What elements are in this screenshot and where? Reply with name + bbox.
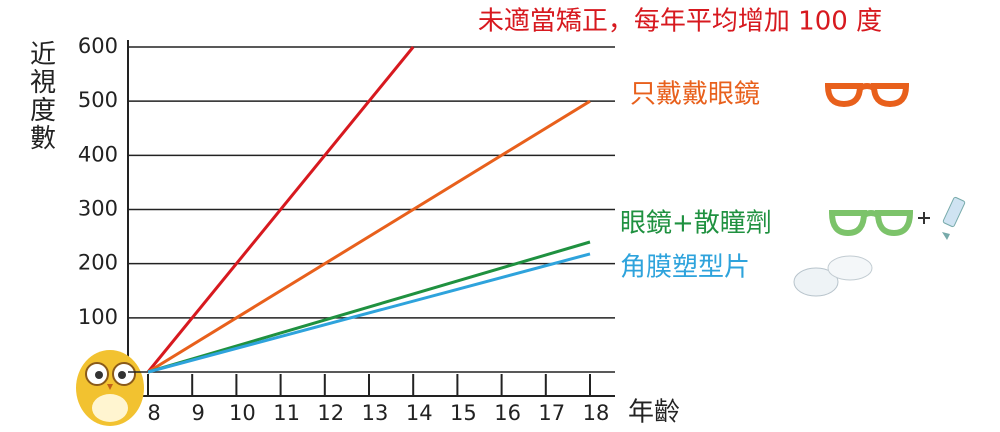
owl-icon [76, 350, 144, 426]
y-axis-title: 近視度數 [26, 40, 56, 152]
x-tick-label: 11 [273, 401, 300, 425]
x-tick-label: 15 [450, 401, 477, 425]
x-tick-label: 18 [583, 401, 610, 425]
y-tick-label: 600 [78, 34, 118, 58]
y-tick-label: 400 [78, 142, 118, 166]
x-tick-label: 9 [192, 401, 205, 425]
y-tick-label: 500 [78, 88, 118, 112]
series-line [147, 99, 591, 374]
x-axis-title: 年齡 [628, 398, 680, 428]
glasses-icon [828, 210, 914, 237]
series-label: 只戴戴眼鏡 [630, 80, 760, 110]
x-tick-label: 16 [494, 401, 521, 425]
series-line [147, 252, 591, 374]
contact-lens-icon [793, 255, 873, 297]
series-label: 眼鏡+散瞳劑 [620, 209, 772, 239]
x-tick-label: 10 [229, 401, 256, 425]
series-line [146, 46, 415, 373]
eyedrop-icon [942, 196, 966, 240]
x-tick-label: 14 [406, 401, 433, 425]
y-tick-label: 200 [78, 251, 118, 275]
series-line [147, 240, 591, 374]
x-tick-label: 8 [147, 401, 160, 425]
y-tick-label: 100 [78, 305, 118, 329]
series-label: 未適當矯正，每年平均增加 100 度 [478, 7, 882, 37]
glasses-icon [824, 83, 910, 108]
x-tick-label: 13 [362, 401, 389, 425]
y-tick-label: 300 [78, 197, 118, 221]
x-tick-label: 12 [317, 401, 344, 425]
x-tick-label: 17 [538, 401, 565, 425]
series-label: 角膜塑型片 [620, 253, 750, 283]
plus-icon [918, 212, 930, 224]
